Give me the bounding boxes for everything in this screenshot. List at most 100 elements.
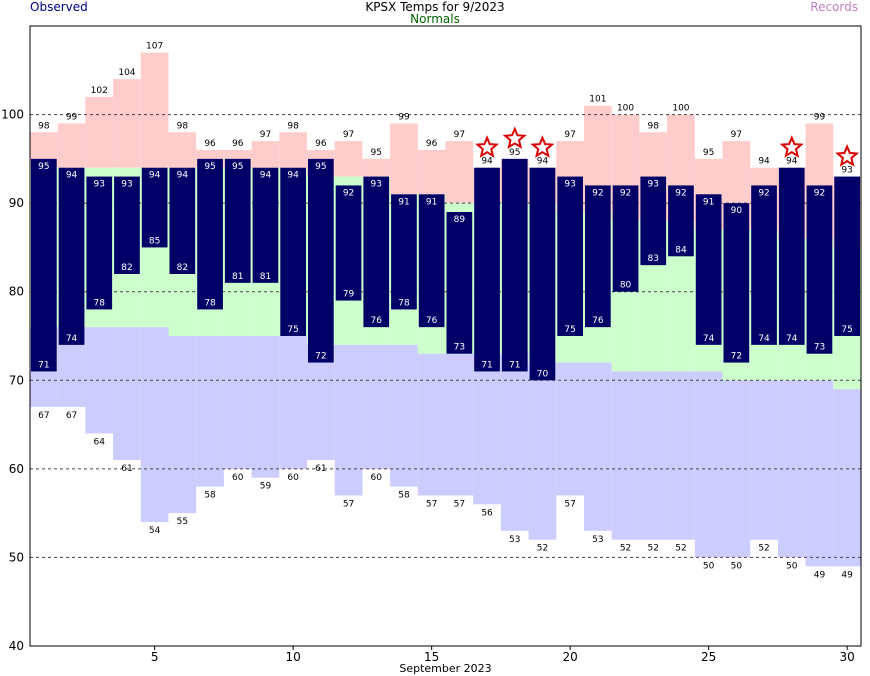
record-high-label: 96 [315,139,327,149]
record-low-label: 50 [703,561,715,571]
y-tick-label: 70 [9,373,24,387]
record-low-label: 57 [343,499,354,509]
record-low-band [390,344,418,487]
observed-high-label: 92 [814,188,825,198]
record-low-band [417,353,446,496]
record-high-label: 97 [731,130,742,140]
observed-high-label: 94 [66,171,78,181]
observed-bar [501,158,528,372]
record-high-label: 95 [371,148,382,158]
x-tick-label: 10 [286,650,301,664]
record-star-icon [779,135,804,158]
observed-bar [197,158,223,310]
observed-high-label: 93 [121,180,132,190]
observed-low-label: 78 [398,298,410,308]
observed-bar [224,158,251,283]
record-low-band [639,371,668,540]
observed-bar [418,194,445,328]
record-low-label: 61 [121,464,132,474]
record-low-band [694,371,723,558]
record-low-label: 56 [481,508,493,518]
observed-high-label: 93 [371,180,382,190]
observed-bar [280,167,306,336]
x-tick-label: 20 [563,650,578,664]
y-tick-label: 90 [9,196,24,210]
observed-bar [612,185,639,292]
observed-bar [695,194,722,345]
record-high-label: 93 [841,166,852,176]
record-low-label: 55 [177,517,188,527]
record-high-band [140,52,169,168]
record-high-label: 96 [426,139,438,149]
record-high-band [57,123,86,168]
observed-low-label: 79 [343,290,355,300]
record-low-band [500,353,529,531]
record-low-label: 52 [620,544,631,554]
observed-low-label: 71 [509,360,520,370]
observed-bar [834,176,860,336]
observed-low-label: 72 [731,352,742,362]
record-low-band [251,336,280,478]
record-high-label: 100 [617,104,634,114]
record-low-label: 50 [731,561,743,571]
observed-low-label: 74 [703,334,715,344]
record-high-label: 99 [66,112,78,122]
observed-low-label: 72 [315,352,326,362]
record-star-icon [530,135,555,158]
observed-bar [141,167,168,248]
observed-low-label: 71 [38,360,49,370]
record-low-band [279,336,307,469]
observed-low-label: 74 [758,334,770,344]
observed-bar [751,185,777,345]
observed-high-label: 95 [38,162,49,172]
observed-low-label: 78 [94,298,106,308]
record-low-label: 49 [814,570,826,580]
observed-low-label: 74 [786,334,798,344]
record-low-label: 53 [509,535,520,545]
record-high-label: 98 [38,121,50,131]
record-low-label: 67 [66,411,77,421]
record-low-label: 60 [232,473,244,483]
observed-bar [114,176,140,274]
observed-bar [86,176,113,310]
observed-low-label: 78 [204,298,216,308]
record-high-label: 98 [177,121,189,131]
observed-high-label: 91 [703,197,714,207]
record-high-band [251,141,280,168]
record-high-band [390,123,418,195]
observed-high-label: 94 [287,171,299,181]
record-high-label: 104 [118,68,135,78]
record-high-label: 96 [204,139,216,149]
observed-bar [723,203,750,363]
record-low-band [113,327,141,460]
observed-high-label: 93 [94,180,105,190]
record-low-label: 57 [564,499,575,509]
record-low-band [168,336,197,514]
record-star-icon [502,126,527,149]
record-high-band [279,132,307,168]
record-high-label: 100 [672,104,689,114]
record-low-band [334,344,363,496]
record-high-label: 95 [509,148,520,158]
observed-low-label: 76 [426,316,438,326]
observed-high-label: 92 [343,188,354,198]
observed-bar [335,185,362,301]
record-high-label: 99 [398,112,410,122]
record-star-icon [835,144,860,167]
observed-low-label: 83 [648,254,659,264]
observed-high-label: 90 [731,206,743,216]
record-high-band [417,150,446,195]
observed-high-label: 93 [648,180,659,190]
observed-low-label: 74 [66,334,78,344]
record-high-label: 94 [481,157,493,167]
observed-bar [391,194,417,310]
observed-bar [529,167,556,381]
record-low-band [223,336,252,469]
observed-high-label: 95 [232,162,243,172]
record-high-label: 96 [232,139,244,149]
record-low-label: 52 [648,544,659,554]
observed-bar [668,185,694,257]
observed-high-label: 95 [204,162,215,172]
record-low-label: 52 [537,544,548,554]
